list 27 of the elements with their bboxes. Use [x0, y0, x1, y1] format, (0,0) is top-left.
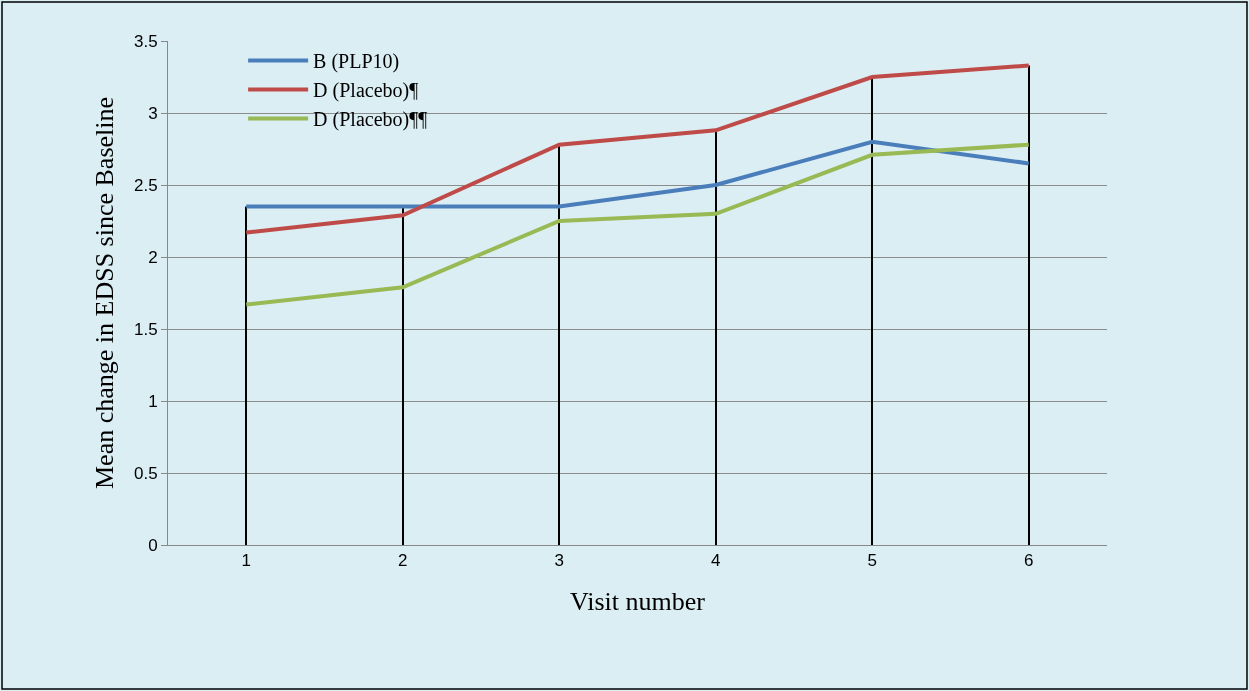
- bar: [558, 144, 560, 545]
- y-tick-label: 0: [148, 535, 158, 555]
- x-tick-label: 4: [711, 551, 721, 571]
- y-tick-label: 0.5: [133, 463, 158, 483]
- y-tick-label: 2: [148, 247, 158, 267]
- y-tick-label: 3.5: [133, 31, 158, 51]
- legend-label: B (PLP10): [313, 50, 400, 74]
- legend-label: D (Placebo)¶: [313, 79, 419, 103]
- y-tick-label: 1: [148, 391, 158, 411]
- y-axis-title: Mean change in EDSS since Baseline: [90, 96, 120, 490]
- line-series: [244, 139, 1031, 209]
- line-series: [244, 142, 1031, 307]
- bar: [871, 77, 873, 545]
- bar: [715, 130, 717, 545]
- x-tick-label: 5: [867, 551, 877, 571]
- bar: [402, 206, 404, 545]
- x-tick-label: 3: [554, 551, 564, 571]
- x-tick-label: 6: [1024, 551, 1034, 571]
- x-tick-label: 1: [241, 551, 251, 571]
- bar: [1028, 65, 1030, 545]
- x-axis-title: Visit number: [570, 587, 706, 617]
- y-tick-label: 3: [148, 103, 158, 123]
- bar: [245, 206, 247, 545]
- legend-label: D (Placebo)¶¶: [313, 108, 428, 132]
- y-tick-label: 2.5: [133, 175, 158, 195]
- y-tick-label: 1.5: [133, 319, 158, 339]
- x-tick-label: 2: [398, 551, 408, 571]
